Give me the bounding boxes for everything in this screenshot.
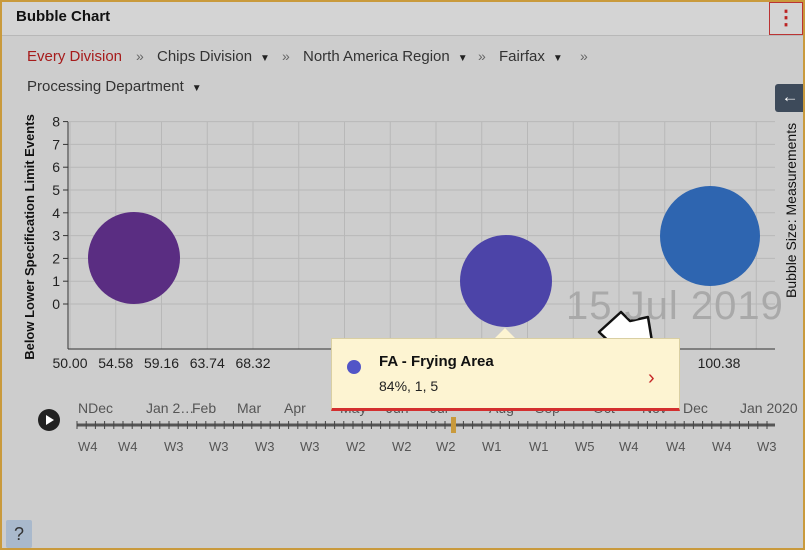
- timeline-week-label: W2: [346, 439, 366, 454]
- timeline-month-label: Feb: [192, 400, 216, 416]
- y-tick-label: 4: [52, 205, 60, 221]
- y-tick-label: 1: [52, 273, 60, 289]
- arrow-left-icon[interactable]: ←: [775, 84, 803, 112]
- x-tick-label: 59.16: [144, 355, 179, 371]
- timeline-week-label: W3: [757, 439, 777, 454]
- x-tick-label: 63.74: [190, 355, 225, 371]
- timeline-week-label: W1: [482, 439, 502, 454]
- timeline-week-label: W3: [164, 439, 184, 454]
- y-tick-label: 3: [52, 228, 60, 244]
- timeline-handle: [451, 417, 456, 433]
- breadcrumb-separator: »: [580, 48, 588, 64]
- timeline-week-label: W3: [255, 439, 275, 454]
- breadcrumb-label: Every Division: [27, 48, 123, 65]
- timeline-month-label: NDec: [78, 400, 113, 416]
- caret-down-icon[interactable]: ▼: [260, 53, 270, 64]
- timeline-week-label: W2: [436, 439, 456, 454]
- tooltip-pointer: [494, 328, 516, 339]
- title-bar: Bubble Chart ⋮: [2, 2, 803, 36]
- date-watermark: 15 Jul 2019: [566, 284, 784, 328]
- tooltip-color-dot: [347, 360, 361, 374]
- bubble-tooltip: FA - Frying Area 84%, 1, 5 ›: [331, 338, 680, 411]
- bubble-point: [460, 235, 552, 327]
- breadcrumb-item[interactable]: Every Division: [27, 48, 122, 65]
- x-tick-label: 50.00: [52, 355, 87, 371]
- caret-down-icon[interactable]: ▼: [191, 83, 202, 94]
- x-tick-label: 68.32: [235, 355, 270, 371]
- play-icon[interactable]: [38, 409, 60, 431]
- tooltip-title: FA - Frying Area: [379, 353, 494, 370]
- breadcrumb-separator: »: [136, 48, 144, 64]
- x-tick-label: 54.58: [98, 355, 133, 371]
- breadcrumb-label: Chips Division: [157, 48, 253, 65]
- kebab-menu-icon[interactable]: ⋮: [769, 2, 803, 35]
- timeline-week-label: W2: [392, 439, 412, 454]
- timeline-week-label: W3: [300, 439, 320, 454]
- timeline-week-label: W4: [78, 439, 98, 454]
- timeline-week-label: W4: [118, 439, 138, 454]
- bubble-size-label: Bubble Size: Measurements: [783, 122, 799, 298]
- y-tick-label: 0: [52, 296, 60, 312]
- tooltip-value: 84%, 1, 5: [379, 378, 439, 394]
- timeline-week-label: W3: [209, 439, 229, 454]
- timeline-week-label: W4: [666, 439, 686, 454]
- y-tick-label: 6: [52, 159, 60, 175]
- breadcrumb-label: North America Region: [303, 48, 450, 65]
- y-axis-label: Below Lower Specification Limit Events: [22, 114, 37, 360]
- breadcrumb-item[interactable]: Processing Department ▼: [27, 78, 202, 95]
- timeline-week-label: W4: [619, 439, 639, 454]
- breadcrumb-separator: »: [282, 48, 290, 64]
- help-button[interactable]: ?: [6, 520, 32, 548]
- caret-down-icon[interactable]: ▼: [457, 53, 468, 64]
- breadcrumb-item[interactable]: Chips Division ▼: [157, 48, 270, 65]
- breadcrumb-label: Fairfax: [499, 48, 545, 65]
- breadcrumb-item[interactable]: North America Region ▼: [303, 48, 468, 65]
- timeline-month-label: Dec: [683, 400, 708, 416]
- y-tick-label: 8: [52, 114, 60, 130]
- timeline-week-label: W1: [529, 439, 549, 454]
- y-tick-label: 5: [52, 182, 60, 198]
- widget-title: Bubble Chart: [16, 8, 111, 25]
- timeline-month-label: Mar: [237, 400, 261, 416]
- timeline-week-label: W4: [712, 439, 732, 454]
- y-tick-label: 2: [52, 250, 60, 266]
- x-tick-label: 100.38: [698, 355, 741, 371]
- timeline-month-label: Jan 2…: [146, 400, 194, 416]
- y-tick-label: 7: [52, 136, 60, 152]
- breadcrumb-separator: »: [478, 48, 486, 64]
- timeline-week-label: W5: [575, 439, 595, 454]
- timeline-month-label: Jan 2020: [740, 400, 798, 416]
- bubble-point: [88, 212, 180, 304]
- chevron-right-icon[interactable]: ›: [648, 367, 655, 389]
- bubble-point: [660, 186, 760, 286]
- breadcrumb-item[interactable]: Fairfax ▼: [499, 48, 563, 65]
- timeline-month-label: Apr: [284, 400, 306, 416]
- caret-down-icon[interactable]: ▼: [552, 53, 563, 64]
- breadcrumb-label: Processing Department: [27, 78, 184, 95]
